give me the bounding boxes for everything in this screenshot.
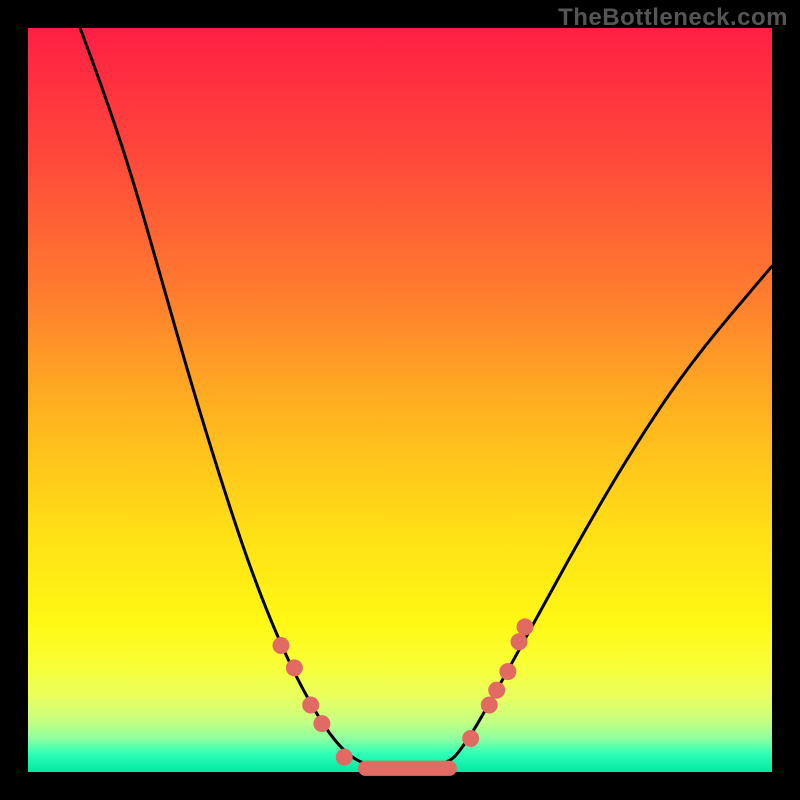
- marker-dot-right: [488, 682, 505, 699]
- chart-frame: TheBottleneck.com: [0, 0, 800, 800]
- marker-dot-left: [286, 659, 303, 676]
- watermark-text: TheBottleneck.com: [558, 4, 788, 32]
- plot-area: [28, 28, 772, 772]
- marker-dot-left: [313, 715, 330, 732]
- bottleneck-chart: [0, 0, 800, 800]
- marker-dot-left: [302, 697, 319, 714]
- marker-dot-right: [511, 633, 528, 650]
- marker-dot-right: [499, 663, 516, 680]
- marker-flat-strip: [358, 761, 457, 776]
- marker-dot-left: [336, 749, 353, 766]
- marker-dot-right: [516, 618, 533, 635]
- marker-dot-right: [462, 730, 479, 747]
- marker-dot-left: [272, 637, 289, 654]
- marker-dot-right: [481, 697, 498, 714]
